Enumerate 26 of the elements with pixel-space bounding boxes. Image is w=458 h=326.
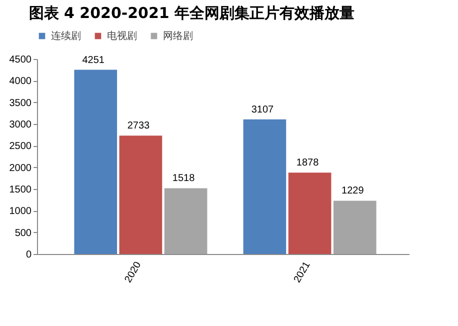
y-tick-label: 3500 [9, 98, 32, 109]
data-label: 3107 [251, 104, 274, 116]
y-tick-label: 4500 [9, 54, 32, 66]
legend-label: 电视剧 [107, 30, 137, 42]
bar [164, 188, 208, 254]
bar [119, 136, 162, 254]
data-label: 1518 [172, 173, 196, 184]
data-label: 1878 [296, 158, 320, 169]
data-label: 2733 [127, 120, 150, 132]
y-tick-label: 2000 [9, 162, 32, 174]
bar [243, 119, 286, 254]
legend-label: 网络剧 [163, 30, 193, 42]
y-tick-label: 4000 [9, 76, 32, 88]
y-tick-label: 1000 [9, 206, 32, 218]
bar [74, 70, 118, 254]
y-tick-label: 0 [26, 250, 32, 260]
legend-label: 连续剧 [51, 30, 81, 42]
y-tick-label: 1500 [9, 184, 32, 196]
data-label: 1229 [342, 186, 364, 197]
y-tick-label: 3000 [9, 120, 32, 130]
bar [288, 172, 332, 254]
data-label: 4251 [82, 54, 105, 66]
bar [333, 200, 376, 254]
y-tick-label: 2500 [9, 141, 32, 152]
chart-title: 图表 4 2020-2021 年全网剧集正片有效播放量 [28, 4, 355, 22]
y-tick-label: 500 [14, 228, 32, 239]
